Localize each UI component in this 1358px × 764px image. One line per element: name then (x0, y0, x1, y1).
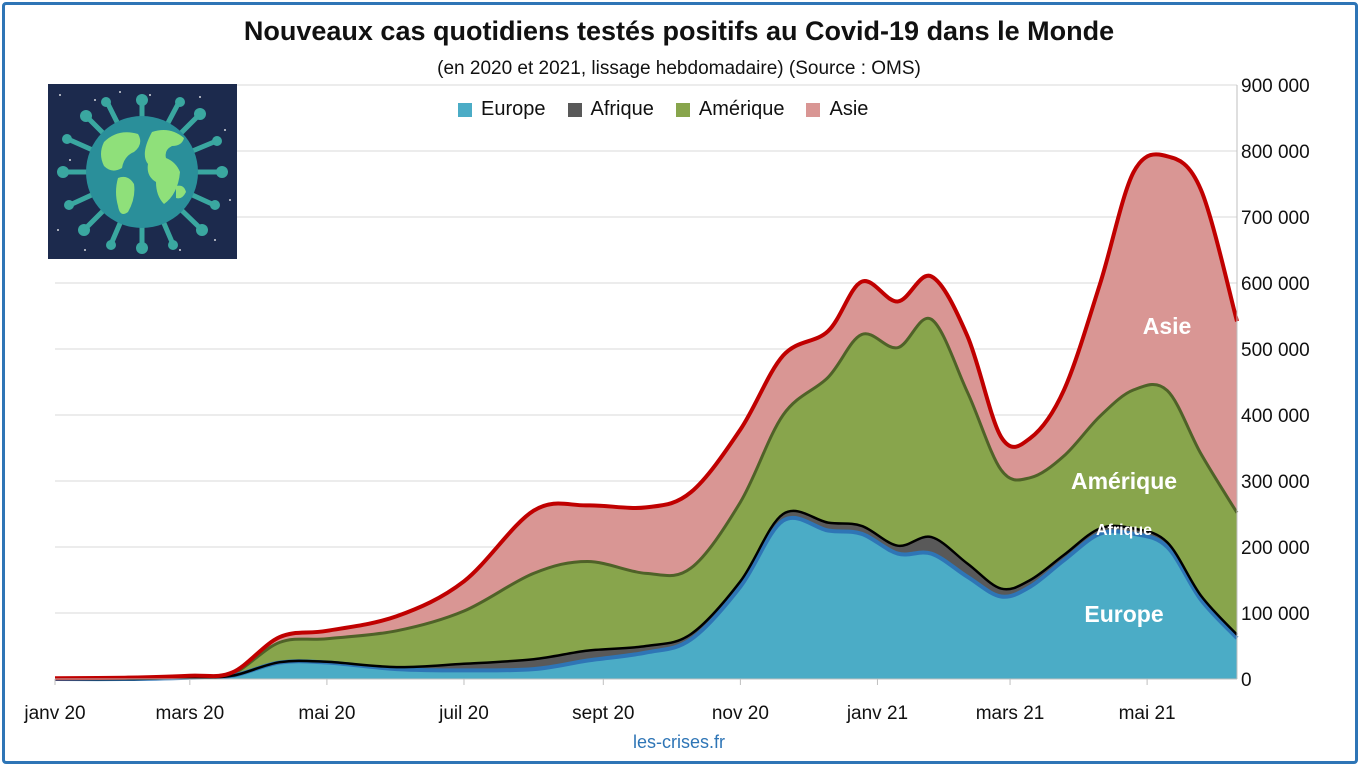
area-label-europe: Europe (1084, 601, 1163, 627)
y-tick-label: 0 (1241, 670, 1252, 691)
area-labels: Asie Amérique Afrique Europe (1071, 313, 1191, 627)
y-tick-label: 600 000 (1241, 274, 1310, 295)
chart-legend: Europe Afrique Amérique Asie (458, 98, 868, 121)
y-tick-label: 800 000 (1241, 142, 1310, 163)
area-label-afrique: Afrique (1096, 522, 1152, 539)
legend-item-amerique: Amérique (675, 98, 785, 121)
legend-label-asie: Asie (829, 98, 869, 120)
legend-swatch-europe (458, 102, 472, 117)
globe-virus-image (48, 84, 237, 259)
area-label-amerique: Amérique (1071, 468, 1177, 494)
x-tick-label: mars 20 (156, 703, 225, 724)
x-tick-label: janv 21 (846, 703, 908, 724)
legend-item-europe: Europe (458, 98, 546, 121)
stacked-areas (55, 154, 1237, 680)
x-tick-label: janv 20 (23, 703, 85, 724)
y-tick-label: 500 000 (1241, 340, 1310, 361)
y-tick-label: 400 000 (1241, 406, 1310, 427)
x-tick-label: juil 20 (438, 703, 489, 724)
axes (55, 85, 1238, 680)
x-tick-label: sept 20 (572, 703, 634, 724)
legend-label-amerique: Amérique (698, 98, 785, 120)
chart-title: Nouveaux cas quotidiens testés positifs … (243, 16, 1115, 46)
legend-swatch-amerique (675, 102, 690, 117)
x-tick-label: mai 20 (298, 703, 355, 724)
area-label-asie: Asie (1143, 313, 1192, 339)
source-credit: les-crises.fr (632, 732, 725, 752)
series-lines (54, 152, 1239, 682)
y-tick-label: 900 000 (1241, 76, 1310, 97)
chart-subtitle: (en 2020 et 2021, lissage hebdomadaire) … (437, 58, 921, 79)
legend-item-afrique: Afrique (567, 98, 654, 121)
y-tick-label: 300 000 (1241, 472, 1310, 493)
legend-swatch-asie (806, 102, 821, 117)
y-tick-labels: 0 100 000 200 000 300 000 400 000 500 000 600 … (1241, 76, 1310, 691)
legend-swatch-afrique (567, 102, 582, 117)
x-tick-label: nov 20 (712, 703, 769, 724)
line-afrique-top (54, 509, 1238, 681)
line-total (54, 152, 1239, 681)
y-tick-label: 200 000 (1241, 538, 1310, 559)
legend-label-europe: Europe (481, 98, 546, 120)
x-tick-labels: janv 20 mars 20 mai 20 juil 20 sept 20 nov 20… (23, 679, 1176, 724)
area-europe (55, 517, 1237, 680)
line-amerique-top (54, 316, 1239, 681)
x-tick-label: mai 21 (1119, 703, 1176, 724)
legend-label-afrique: Afrique (590, 98, 654, 120)
y-tick-label: 700 000 (1241, 208, 1310, 229)
x-tick-label: mars 21 (976, 703, 1045, 724)
y-tick-label: 100 000 (1241, 604, 1310, 625)
legend-item-asie: Asie (806, 98, 868, 121)
